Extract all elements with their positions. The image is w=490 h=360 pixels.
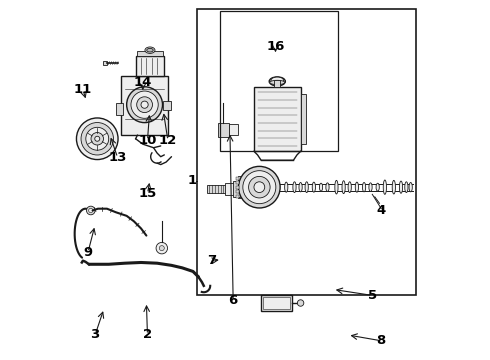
Ellipse shape [145,47,155,53]
Text: 10: 10 [138,134,157,147]
Circle shape [131,91,158,118]
Text: 6: 6 [228,294,238,307]
Bar [220,12,338,151]
Text: 12: 12 [159,134,177,147]
Ellipse shape [319,183,322,191]
Text: 5: 5 [368,289,377,302]
Circle shape [254,182,265,193]
Ellipse shape [405,182,408,193]
Ellipse shape [270,80,285,85]
Bar [102,61,107,65]
Circle shape [156,242,168,254]
Circle shape [89,208,93,213]
Ellipse shape [355,182,359,192]
Circle shape [297,300,304,306]
Ellipse shape [335,180,338,194]
Bar [122,76,168,135]
Circle shape [81,122,114,155]
Text: 13: 13 [108,151,127,164]
Circle shape [87,206,95,215]
Bar [225,183,234,195]
Bar [300,94,306,144]
Ellipse shape [147,48,153,52]
Circle shape [141,101,148,108]
Bar [236,195,239,198]
Bar [137,51,163,56]
Bar [196,9,416,295]
Ellipse shape [348,182,351,193]
Ellipse shape [299,183,302,192]
Bar [218,123,229,137]
Text: 3: 3 [91,328,100,341]
Ellipse shape [271,77,284,84]
Text: 14: 14 [134,76,152,89]
Circle shape [86,127,109,150]
Circle shape [137,97,152,113]
Bar [263,297,290,309]
Ellipse shape [399,181,403,193]
Circle shape [243,171,276,204]
Bar [236,186,239,189]
Bar [236,181,239,184]
Text: 2: 2 [143,328,152,341]
Bar [207,185,227,193]
Text: 4: 4 [377,204,386,217]
Ellipse shape [376,183,379,191]
Circle shape [95,136,100,141]
Circle shape [239,166,280,208]
Circle shape [76,118,118,159]
Text: 15: 15 [138,187,157,200]
Ellipse shape [285,182,288,192]
Text: 9: 9 [83,246,93,259]
Bar [136,56,164,76]
Ellipse shape [342,181,345,194]
Text: 7: 7 [207,254,217,267]
Bar [274,80,280,87]
Bar [236,177,239,180]
Ellipse shape [326,183,329,192]
Bar [233,181,240,197]
Text: 11: 11 [74,83,92,96]
Circle shape [126,87,163,123]
Circle shape [248,176,270,198]
Bar [236,190,239,193]
Ellipse shape [312,182,316,192]
Ellipse shape [305,182,308,193]
Bar [116,103,123,116]
Ellipse shape [269,77,285,86]
Circle shape [159,246,164,251]
Text: 1: 1 [187,174,196,187]
Ellipse shape [409,183,412,192]
Text: 8: 8 [376,334,385,347]
Ellipse shape [392,180,395,194]
Ellipse shape [363,183,366,192]
Text: 16: 16 [266,40,285,53]
Ellipse shape [383,180,387,194]
Bar [254,87,300,151]
Bar [238,176,243,198]
Ellipse shape [293,182,296,193]
Bar [229,125,238,135]
Ellipse shape [369,183,372,192]
Bar [261,295,292,311]
Circle shape [91,132,103,145]
Bar [163,101,172,110]
